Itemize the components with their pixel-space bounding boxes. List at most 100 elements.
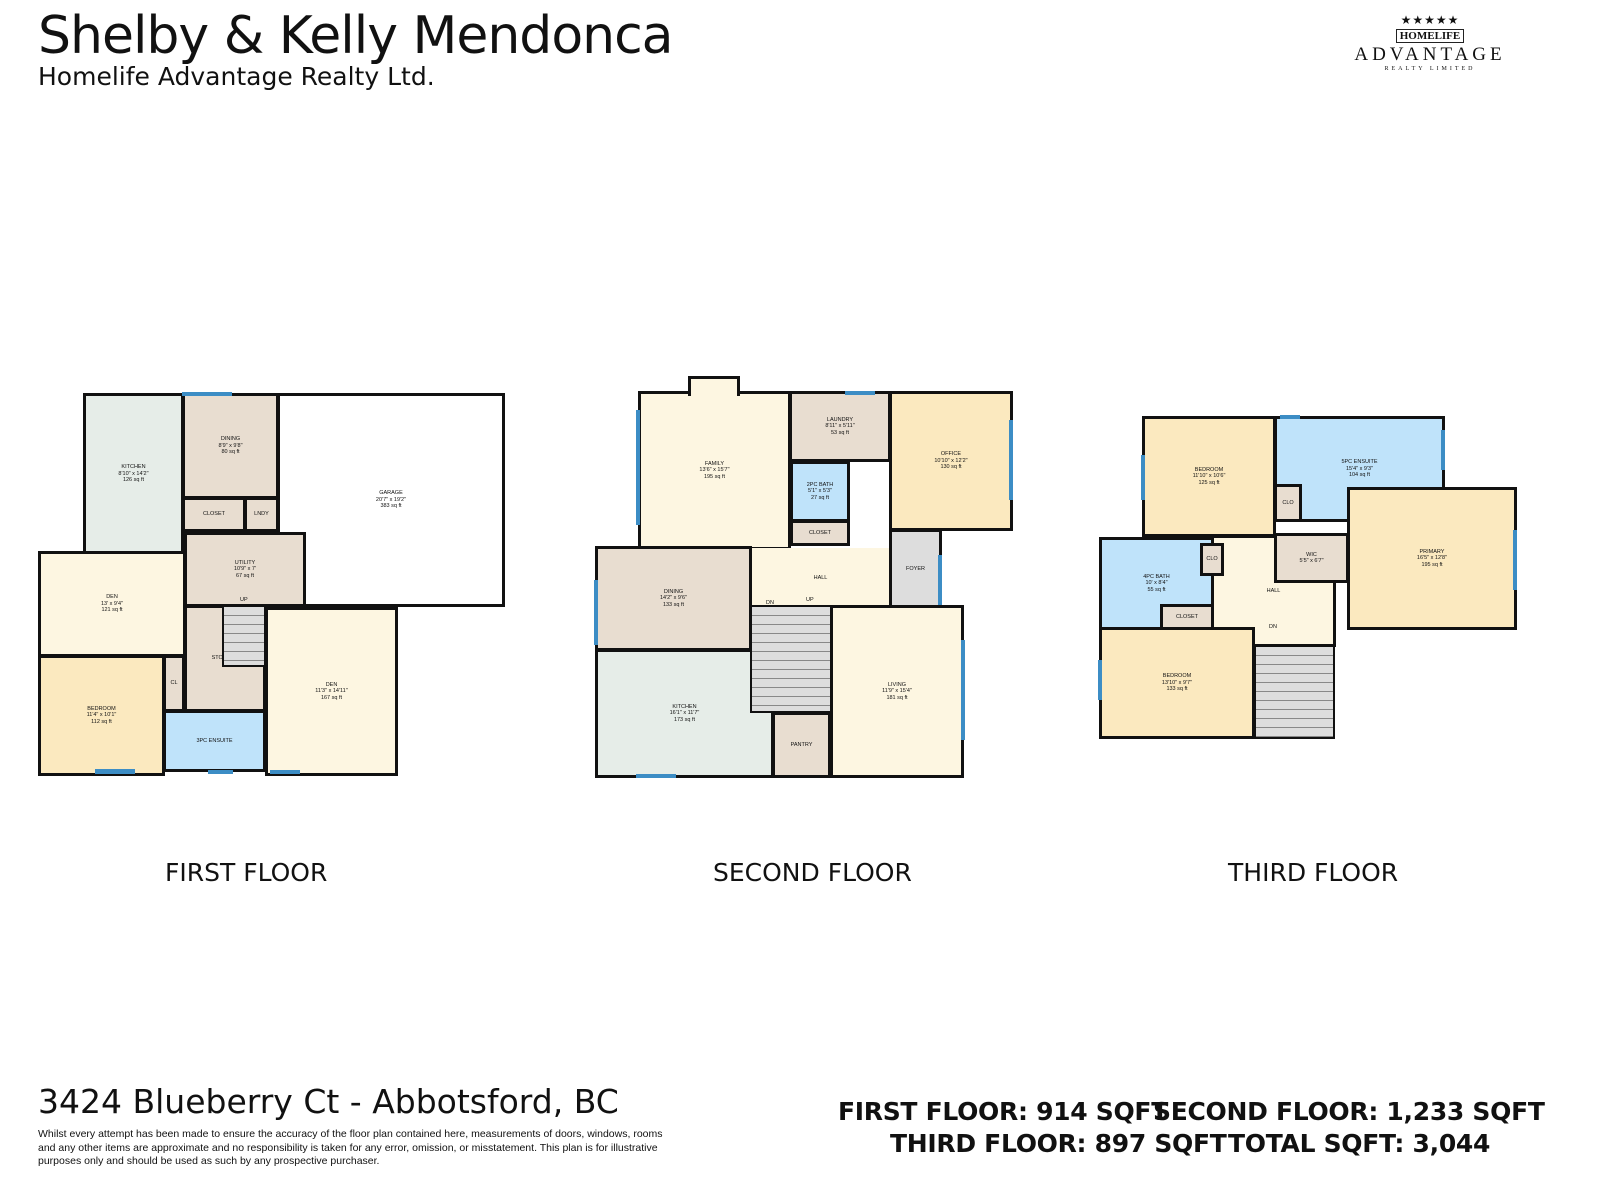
stair-label: UP [240,597,248,603]
room-cl: CL [163,655,185,712]
room-dims: 11'3" x 14'11" [315,688,348,695]
room-name: DEN [106,594,118,601]
staircase [1254,645,1335,739]
room-hall: HALL [750,548,891,608]
room-area: 125 sq ft [1198,479,1220,486]
room-dims: 10'9" x 7' [233,566,257,573]
room-wic: WIC 5'5" x 6'7" [1274,533,1349,583]
room-name: FAMILY [704,460,725,467]
room-area: 80 sq ft [221,449,240,456]
room-dims: 8'10" x 14'2" [118,470,149,477]
room-dims: 16'1" x 11'7" [669,710,700,717]
room-name: CL [170,680,178,687]
room-area: 121 sq ft [101,607,123,614]
room-name: DINING [220,436,241,443]
room-dims: 13' x 9'4" [100,600,124,607]
room-area: 55 sq ft [1147,586,1166,593]
room-name: 2PC BATH [806,481,834,488]
window [95,769,135,774]
room-name: BEDROOM [87,705,116,712]
room-dims: 11'4" x 10'1" [86,712,117,719]
room-dining: DINING 14'2" x 9'6" 133 sq ft [595,546,752,651]
room-area: 67 sq ft [235,572,255,579]
window [636,410,640,525]
room-dims: 20'7" x 19'2" [375,496,407,503]
page-title: Shelby & Kelly Mendonca [38,6,674,66]
room-name: KITCHEN [121,464,146,471]
room-area: 195 sq ft [1421,561,1443,568]
room-dims: 5'5" x 6'7" [1299,558,1324,564]
room-area: 126 sq ft [122,477,145,484]
room-dims: 15'4" x 9'3" [1345,465,1374,472]
total-sqft: TOTAL SQFT: 3,044 [1228,1129,1491,1158]
room-area: 130 sq ft [940,464,962,471]
room-bedroom: BEDROOM 11'10" x 10'6" 125 sq ft [1142,416,1276,537]
room-pantry: PANTRY [772,712,831,778]
room-area: 173 sq ft [673,716,696,723]
brokerage-logo: ★★★★★ HOMELIFE ADVANTAGE REALTY LIMITED [1345,14,1515,72]
room-office: OFFICE 10'10" x 12'2" 130 sq ft [889,391,1013,531]
room-garage: GARAGE 20'7" x 19'2" 383 sq ft [277,393,505,607]
room-dims: 10'10" x 12'2" [934,457,968,464]
logo-advantage: ADVANTAGE [1354,44,1506,65]
room-den: DEN 13' x 9'4" 121 sq ft [38,551,186,657]
bay-window-bump [688,376,740,396]
room-area: 383 sq ft [380,503,402,510]
room-bedroom: BEDROOM 13'10" x 9'7" 133 sq ft [1099,627,1255,739]
room-area: 181 sq ft [886,694,908,701]
room-name: CLO [1206,556,1218,563]
room-name: HALL [813,574,828,581]
room-name: LNDY [254,511,269,518]
window [1009,420,1013,500]
window [1513,530,1517,590]
room-name: LAUNDRY [826,416,854,423]
second-floor-label: SECOND FLOOR [713,858,912,887]
room-name: 5PC ENSUITE [1341,459,1378,466]
window [636,774,676,778]
third-floor-label: THIRD FLOOR [1228,858,1399,887]
room-name: CLOSET [202,511,225,518]
room-area: 112 sq ft [91,718,112,725]
window [938,555,942,605]
room-name: 4PC BATH [1143,573,1170,580]
room-dining: DINING 8'9" x 9'8" 80 sq ft [182,393,279,499]
first-floor-sqft: FIRST FLOOR: 914 SQFT [838,1097,1168,1126]
window [961,640,965,740]
window [208,770,233,774]
room-area: 133 sq ft [1166,686,1188,693]
room-2pc-bath: 2PC BATH 5'1" x 5'3" 27 sq ft [790,461,850,522]
logo-homelife: HOMELIFE [1395,29,1465,43]
property-address: 3424 Blueberry Ct - Abbotsford, BC [38,1082,619,1121]
room-name: CLOSET [1175,613,1198,620]
room-area: 133 sq ft [662,601,685,608]
room-dims: 10' x 8'4" [1145,580,1168,587]
room-area: 167 sq ft [320,694,343,701]
second-floor-sqft: SECOND FLOOR: 1,233 SQFT [1153,1097,1545,1126]
room-name: PRIMARY [1419,548,1445,555]
stair-label: DN [766,600,774,606]
room-kitchen: KITCHEN 16'1" x 11'7" 173 sq ft [595,649,774,778]
room-lndy: LNDY [244,497,279,532]
room-dims: 11'9" x 15'4" [882,688,912,695]
window [1441,430,1445,470]
room-clo: CLO [1274,484,1302,522]
window [594,580,598,645]
window [1280,415,1300,419]
room-closet: CLOSET [182,497,246,532]
room-name: LIVING [887,681,907,688]
room-name: DINING [663,588,684,595]
stair-label: UP [806,597,814,603]
room-dims: 16'5" x 12'8" [1416,555,1448,562]
room-area: 104 sq ft [1348,472,1371,479]
room-name: CLO [1282,499,1294,506]
room-dims: 13'10" x 9'7" [1161,679,1193,686]
room-dims: 13'6" x 15'7" [699,467,730,474]
room-closet: CLOSET [790,520,850,546]
room-name: GARAGE [379,490,403,497]
stair-label: DN [1269,624,1277,630]
logo-realty: REALTY LIMITED [1384,66,1476,72]
room-name: OFFICE [940,451,962,458]
room-dims: 14'2" x 9'6" [659,595,688,602]
room-name: KITCHEN [672,703,697,710]
room-dims: 8'11" x 5'11" [825,423,855,430]
